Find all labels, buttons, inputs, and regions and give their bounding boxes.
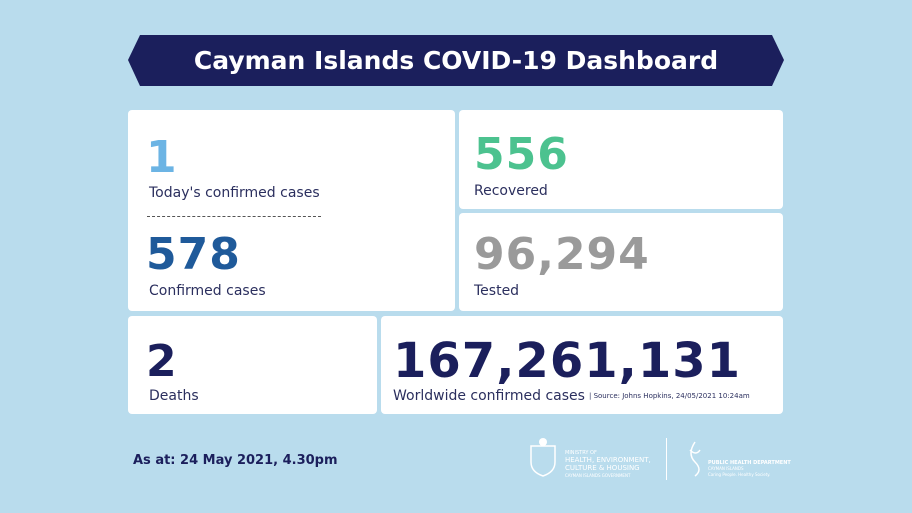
tested-label: Tested [474, 283, 520, 299]
worldwide-label: Worldwide confirmed cases [393, 388, 585, 404]
title-banner [128, 35, 784, 86]
ministry-line: CULTURE & HOUSING [565, 464, 640, 472]
ministry-line: HEALTH, ENVIRONMENT, [565, 456, 651, 464]
cases-card [128, 110, 455, 311]
title: Cayman Islands COVID-19 Dashboard [193, 46, 719, 75]
today-value: 1 [146, 132, 178, 183]
worldwide-value: 167,261,131 [393, 333, 742, 389]
divider [147, 216, 321, 217]
ministry-crest [530, 438, 556, 477]
tested-value: 96,294 [474, 229, 650, 280]
recovered-label: Recovered [474, 183, 548, 199]
ministry-line: CAYMAN ISLANDS GOVERNMENT [565, 473, 631, 478]
phd-logo [689, 441, 701, 477]
phd-line: CAYMAN ISLANDS [708, 466, 744, 471]
deaths-card [128, 316, 377, 414]
deaths-label: Deaths [149, 388, 199, 404]
phd-line: PUBLIC HEALTH DEPARTMENT [708, 460, 791, 466]
phd-line: Caring People. Healthy Society. [708, 472, 771, 477]
worldwide-card [381, 316, 783, 414]
deaths-value: 2 [146, 336, 178, 387]
ministry-line: MINISTRY OF [565, 450, 597, 456]
source: | Source: Johns Hopkins, 24/05/2021 10:2… [589, 392, 750, 400]
separator [666, 438, 667, 480]
confirmed-value: 578 [146, 229, 241, 280]
recovered-card [459, 110, 783, 209]
confirmed-label: Confirmed cases [149, 283, 266, 299]
as-at: As at: 24 May 2021, 4.30pm [133, 453, 338, 468]
today-label: Today's confirmed cases [149, 185, 320, 201]
tested-card [459, 213, 783, 311]
recovered-value: 556 [474, 129, 569, 180]
